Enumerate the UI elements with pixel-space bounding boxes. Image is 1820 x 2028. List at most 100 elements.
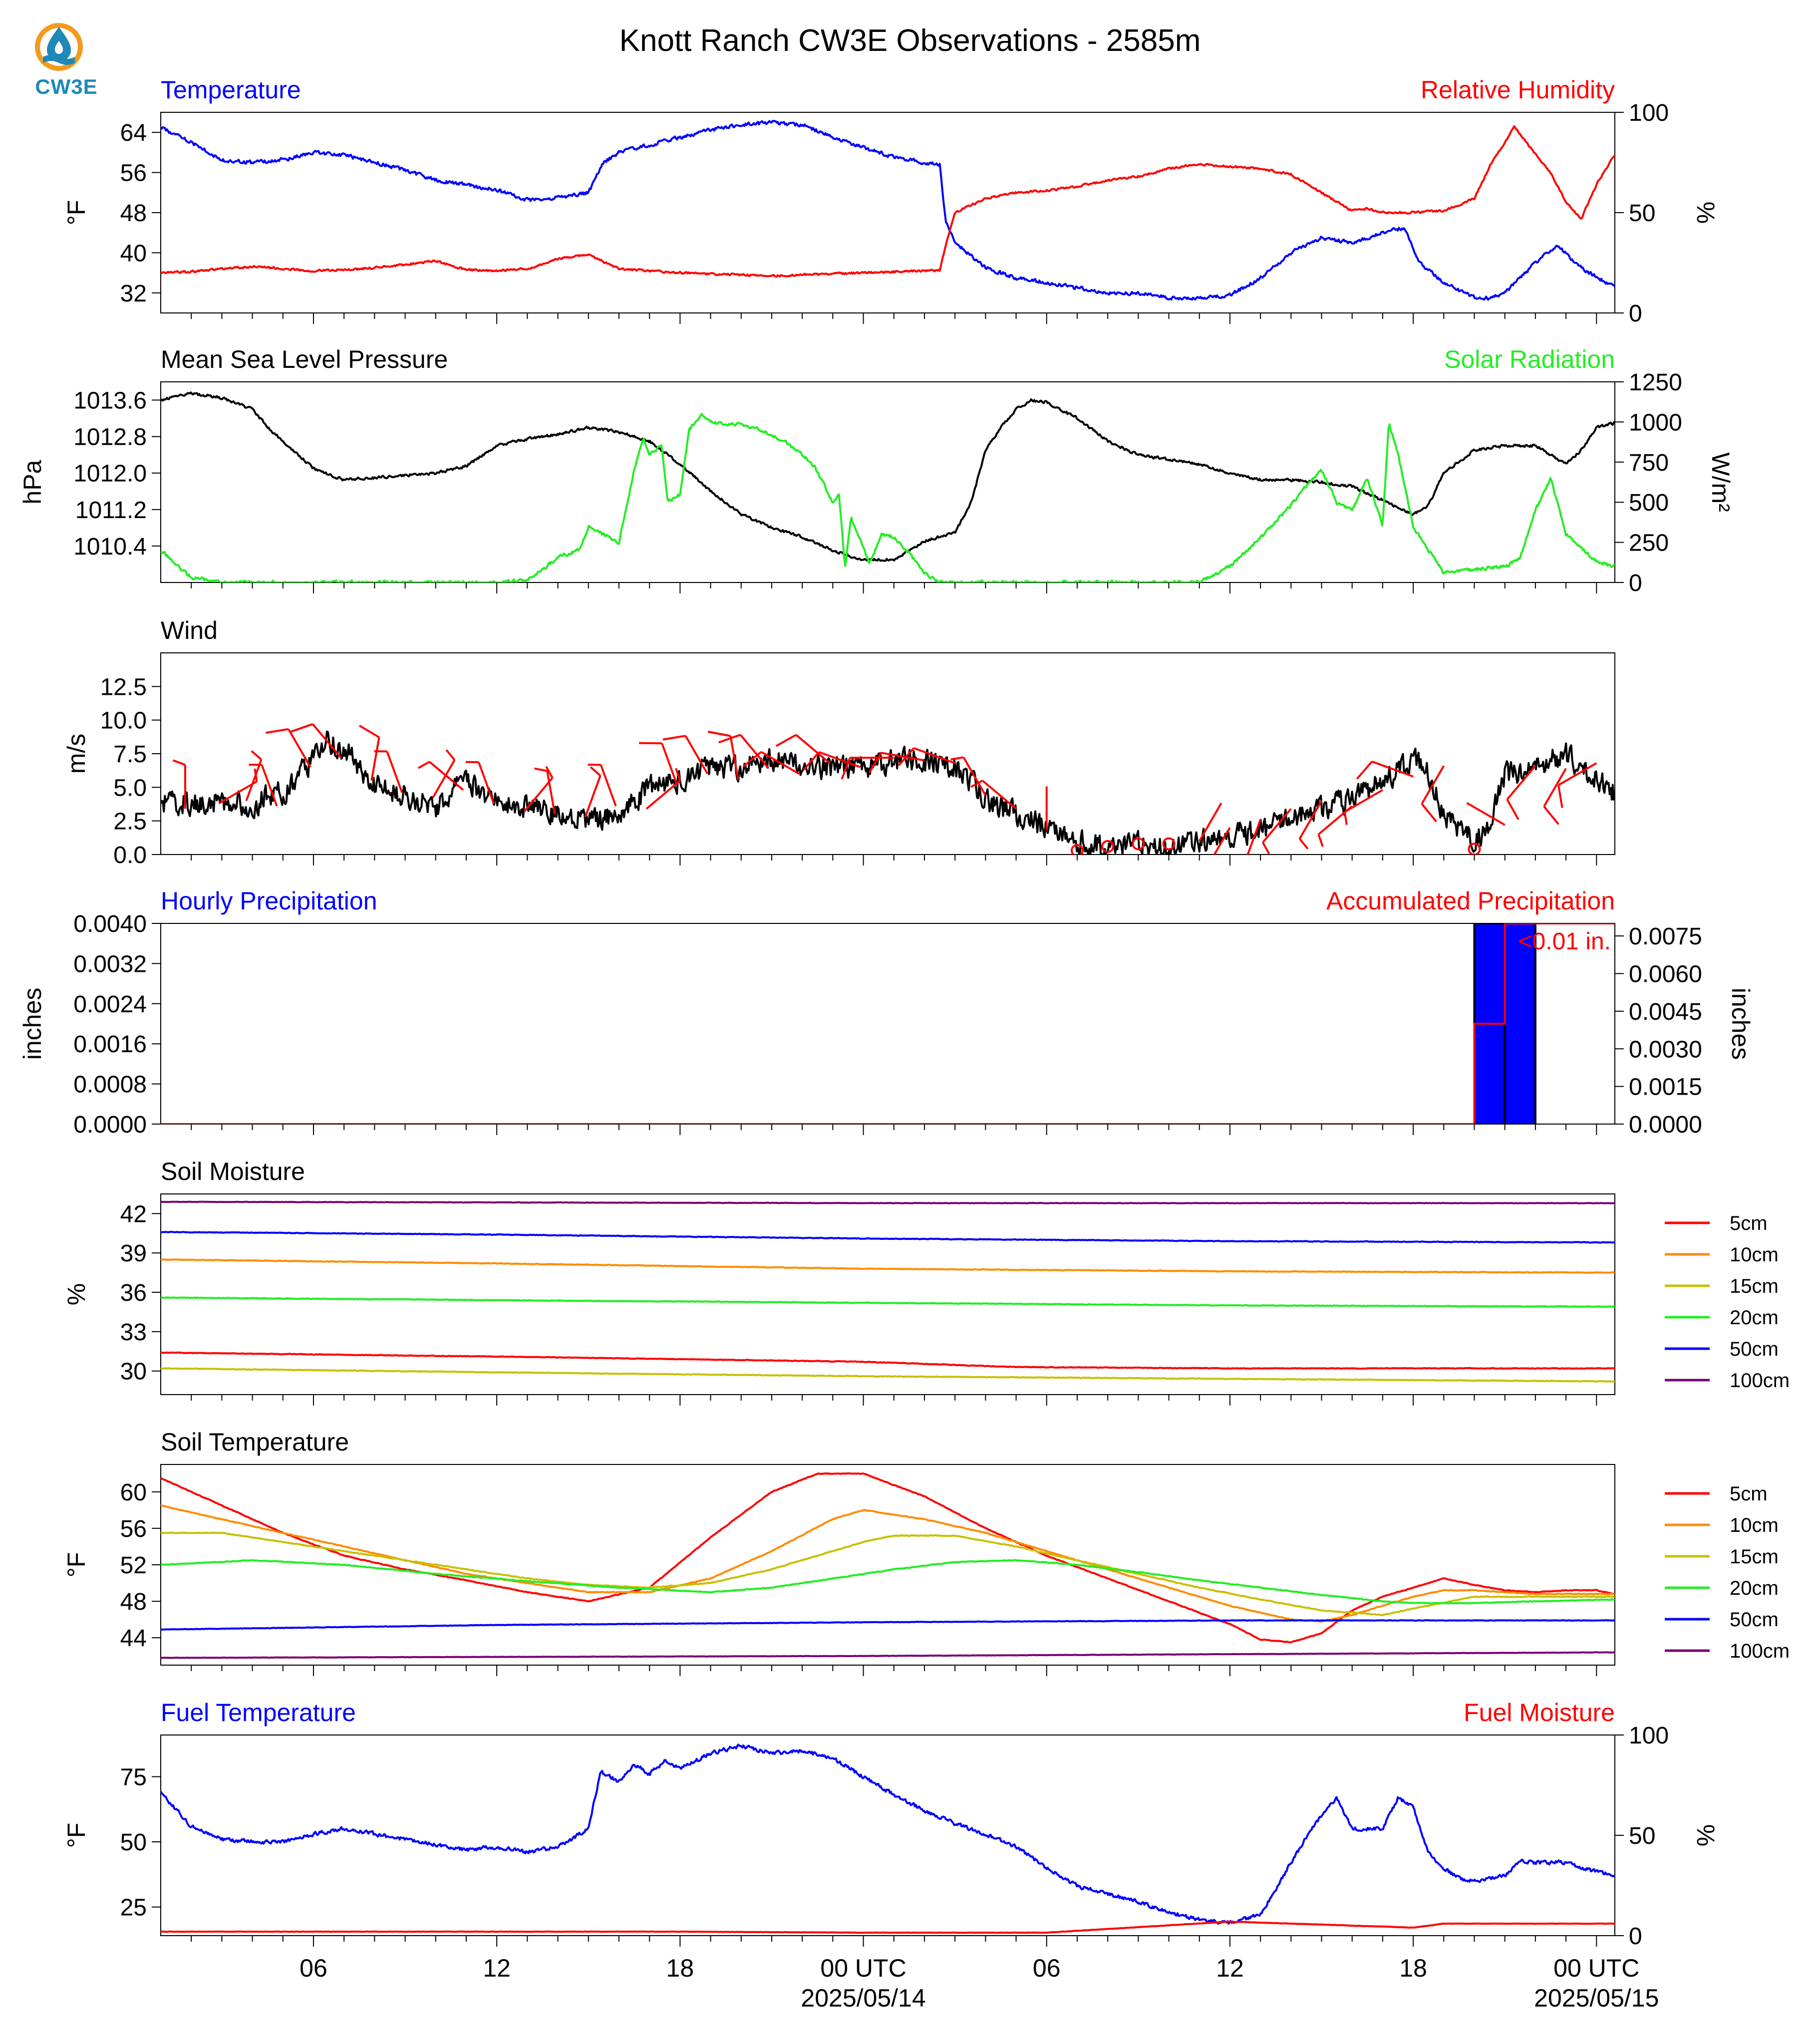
y-tick-label: 1011.2: [75, 497, 147, 524]
series-line-15cm: [161, 1367, 1615, 1383]
series-line-10cm: [161, 1258, 1615, 1274]
panel-title-left: Mean Sea Level Pressure: [161, 345, 448, 373]
wind-barb: [970, 780, 1017, 810]
y-right-tick-label: 100: [1629, 100, 1669, 126]
wind-barb: [662, 735, 709, 775]
panel-6: Soil Temperature 44 48 52 56 60 °F 5cm 10cm 15cm 2…: [62, 1428, 1790, 1676]
wind-barb: [742, 751, 800, 775]
series-line-50cm: [161, 1230, 1615, 1244]
legend-label: 5cm: [1730, 1483, 1768, 1505]
y-tick-label: 48: [120, 1589, 147, 1615]
wind-barb: [1213, 827, 1231, 855]
wind-barb: [1356, 760, 1414, 780]
y-right-tick-label: 0.0015: [1629, 1074, 1702, 1101]
wind-barb-calm: [1162, 837, 1176, 851]
y-axis-label: m/s: [62, 734, 90, 774]
y-tick-label: 56: [120, 160, 147, 187]
plot-frame: [160, 1193, 1615, 1395]
legend-label: 15cm: [1730, 1546, 1779, 1568]
y-right-tick-label: 50: [1629, 200, 1655, 227]
y-tick-label: 0.0000: [73, 1112, 147, 1138]
legend-label: 10cm: [1730, 1514, 1779, 1536]
plot-area: [161, 1743, 1615, 1934]
series-line-red: [161, 1920, 1615, 1934]
legend-label: 20cm: [1730, 1577, 1779, 1599]
x-tick-label: 06: [300, 1954, 327, 1982]
wind-barb: [1421, 765, 1445, 823]
panel-title-left: Soil Moisture: [161, 1158, 305, 1185]
wind-barb: [718, 734, 770, 769]
panel-title-left: Soil Temperature: [161, 1428, 349, 1456]
y-right-axis-label: %: [1692, 202, 1720, 224]
wind-barb: [1506, 765, 1536, 820]
y-tick-label: 40: [120, 240, 147, 267]
y-axis-label: %: [62, 1283, 90, 1305]
wind-barb: [803, 751, 861, 771]
panel-title-left: Hourly Precipitation: [161, 887, 377, 915]
precip-annotation: <0.01 in.: [1518, 928, 1611, 955]
y-tick-label: 1010.4: [73, 534, 147, 560]
y-tick-label: 42: [120, 1201, 147, 1227]
wind-barb: [374, 750, 403, 793]
panel-3: Wind 0.0 2.5 5.0 7.5 10.0 12.5 m/s: [62, 616, 1615, 869]
wind-barb: [1343, 789, 1383, 825]
plot-area: [161, 391, 1615, 582]
y-right-axis-label: %: [1692, 1824, 1720, 1846]
y-tick-label: 75: [120, 1764, 147, 1791]
y-tick-label: 44: [120, 1625, 147, 1652]
x-date-label: 2025/05/15: [1534, 1984, 1659, 2012]
panel-4: Hourly Precipitation Accumulated Precipit…: [18, 887, 1755, 1138]
wind-barb: [266, 728, 311, 768]
series-line-green: [161, 413, 1615, 582]
panel-title-right: Accumulated Precipitation: [1326, 887, 1615, 915]
y-tick-label: 48: [120, 200, 147, 227]
wind-barb-calm: [1070, 844, 1084, 855]
series-line-5cm: [161, 1351, 1615, 1370]
legend-label: 15cm: [1730, 1275, 1779, 1297]
series-line-20cm: [161, 1559, 1615, 1605]
y-axis-label: °F: [62, 1823, 90, 1848]
y-right-tick-label: 0: [1629, 570, 1642, 596]
panel-title-right: Solar Radiation: [1444, 345, 1615, 373]
wind-barb: [584, 766, 602, 818]
y-tick-label: 0.0040: [73, 911, 147, 937]
y-right-tick-label: 100: [1629, 1723, 1669, 1749]
y-right-tick-label: 50: [1629, 1823, 1655, 1849]
wind-barb: [172, 759, 186, 809]
series-line-15cm: [161, 1531, 1615, 1616]
y-right-tick-label: 1250: [1629, 369, 1682, 396]
wind-barb: [950, 756, 987, 796]
y-tick-label: 64: [120, 120, 147, 146]
y-right-tick-label: 0: [1629, 300, 1642, 327]
y-right-tick-label: 750: [1629, 450, 1669, 476]
wind-barb: [898, 747, 955, 766]
panel-1: Temperature Relative Humidity 32 40 48 56 64 0 5…: [62, 76, 1720, 327]
y-right-tick-label: 0.0045: [1629, 999, 1702, 1025]
wind-barb: [1261, 808, 1292, 855]
y-right-axis-label: inches: [1727, 988, 1755, 1060]
panel-title-left: Temperature: [161, 76, 301, 104]
y-tick-label: 7.5: [113, 741, 147, 768]
y-right-tick-label: 500: [1629, 490, 1669, 516]
legend-label: 20cm: [1730, 1307, 1779, 1329]
wind-barb: [639, 742, 678, 785]
y-tick-label: 60: [120, 1479, 147, 1506]
wind-barb: [1466, 802, 1506, 826]
y-tick-label: 36: [120, 1280, 147, 1306]
panel-5: Soil Moisture 30 33 36 39 42% 5cm 10cm 15cm 20cm 5…: [62, 1158, 1790, 1406]
wind-barb: [417, 761, 464, 791]
wind-barb: [1298, 800, 1323, 850]
series-line-red: [161, 125, 1615, 278]
plot-area: [161, 923, 1615, 1124]
wind-barb: [249, 764, 278, 807]
series-line-50cm: [161, 1619, 1615, 1631]
legend-label: 100cm: [1730, 1640, 1790, 1662]
wind-barb: [1543, 768, 1567, 825]
x-tick-label: 18: [666, 1954, 694, 1982]
panel-title-right: Fuel Moisture: [1464, 1699, 1615, 1727]
wind-barb: [534, 767, 556, 815]
wind-barb: [358, 724, 380, 781]
y-tick-label: 12.5: [100, 674, 147, 700]
y-right-tick-label: 1000: [1629, 409, 1682, 436]
